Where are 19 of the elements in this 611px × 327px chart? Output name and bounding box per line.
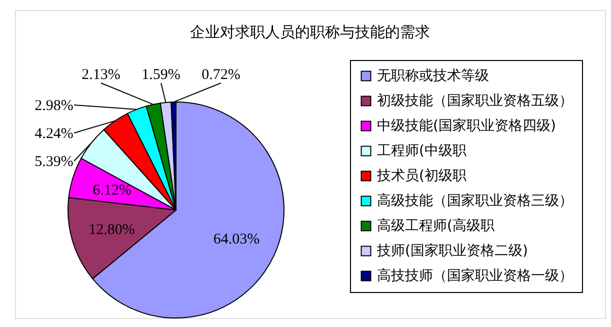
legend-label: 工程师(中级职 <box>377 143 466 159</box>
data-label: 6.12% <box>92 182 132 199</box>
legend-label: 高级技能（国家职业资格三级） <box>377 193 573 209</box>
data-label: 12.80% <box>88 222 135 238</box>
chart-title: 企业对求职人员的职称与技能的需求 <box>190 23 430 41</box>
legend-label: 初级技能（国家职业资格五级） <box>377 93 573 109</box>
legend-label: 技师(国家职业资格二级) <box>376 243 528 259</box>
data-label: 4.24% <box>34 126 74 142</box>
data-label: 2.98% <box>34 98 74 114</box>
data-label: 2.13% <box>82 67 120 83</box>
legend-label: 技术员(初级职 <box>376 168 466 184</box>
legend-label: 中级技能(国家职业资格四级) <box>377 118 556 134</box>
legend-label: 高级工程师(高级职 <box>377 218 494 234</box>
data-label: 0.72% <box>202 67 240 83</box>
legend-label: 高技技师（国家职业资格一级） <box>377 268 573 284</box>
legend-label: 无职称或技术等级 <box>377 68 489 84</box>
data-label: 5.39% <box>34 154 74 170</box>
data-label: 1.59% <box>142 67 180 83</box>
data-label: 64.03% <box>213 232 260 248</box>
